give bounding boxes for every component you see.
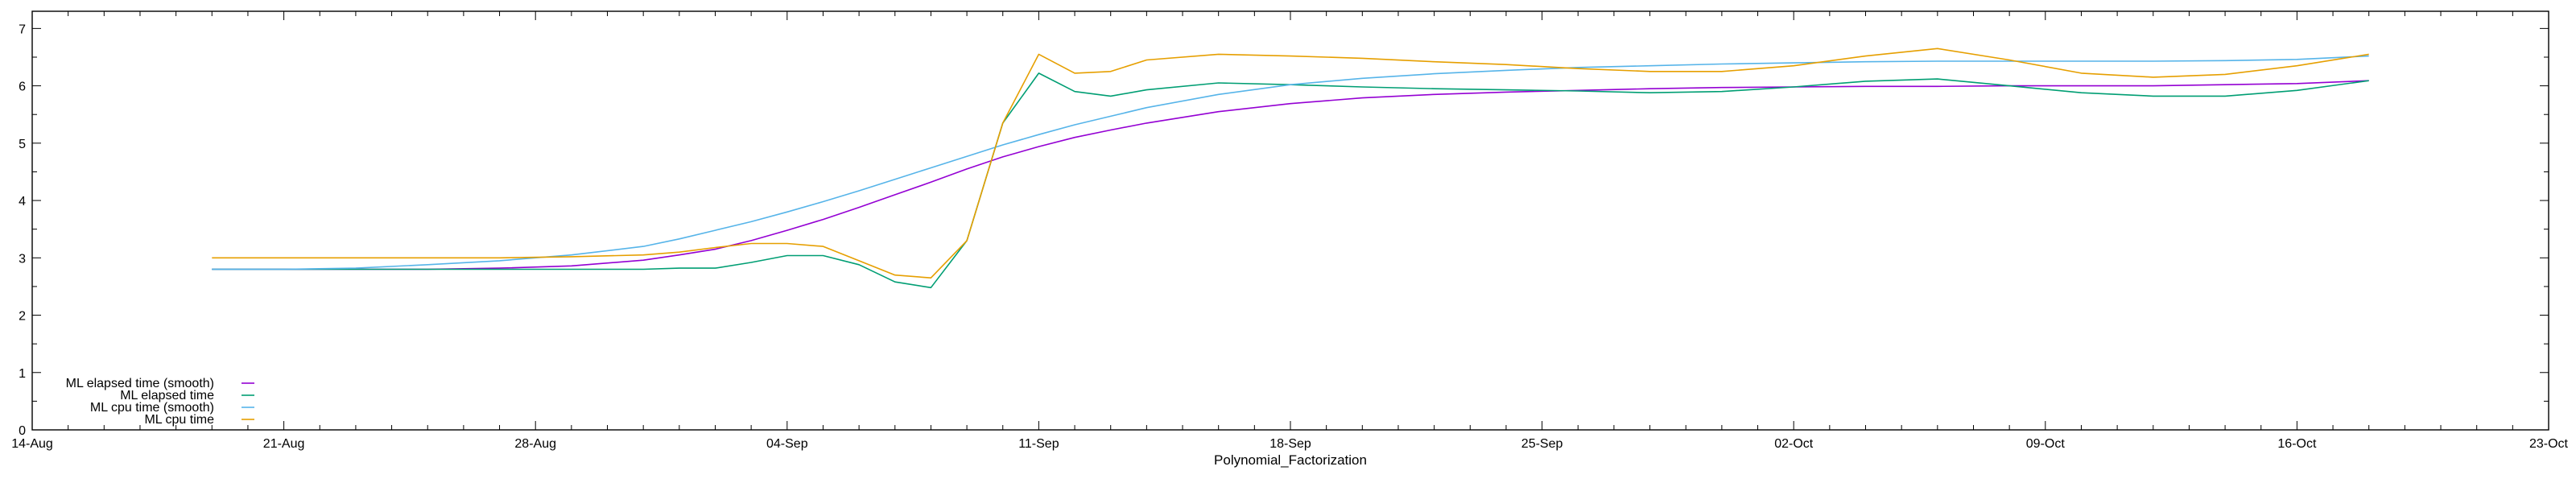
y-tick-label: 5 <box>19 138 26 151</box>
legend-entry-label: ML cpu time <box>144 413 214 427</box>
axis-ticks <box>31 11 2549 431</box>
y-tick-label: 1 <box>19 367 26 381</box>
legend-entry-label: ML elapsed time (smooth) <box>66 377 214 390</box>
legend-entry-label: ML elapsed time <box>120 389 214 402</box>
y-tick-label: 0 <box>19 424 26 438</box>
y-tick-label: 2 <box>19 310 26 324</box>
x-tick-label: 16-Oct <box>2277 437 2317 451</box>
y-tick-label: 7 <box>19 23 26 36</box>
series-line-1 <box>212 80 2369 270</box>
series-line-4 <box>212 47 2369 279</box>
x-tick-label: 09-Oct <box>2026 437 2066 451</box>
x-tick-label: 21-Aug <box>263 437 305 451</box>
y-tick-label: 4 <box>19 195 26 208</box>
x-tick-label: 23-Oct <box>2529 437 2569 451</box>
x-tick-label: 14-Aug <box>11 437 53 451</box>
series-lines <box>212 47 2369 289</box>
x-tick-label: 11-Sep <box>1018 437 1059 451</box>
y-axis-tick-labels: 0 1 2 3 4 5 6 7 <box>19 23 26 438</box>
legend-entry-label: ML cpu time (smooth) <box>90 401 214 415</box>
x-tick-label: 18-Sep <box>1269 437 1311 451</box>
x-tick-label: 04-Sep <box>766 437 808 451</box>
y-tick-label: 6 <box>19 80 26 94</box>
x-axis-tick-labels: 14-Aug 21-Aug 28-Aug 04-Sep 11-Sep 18-Sep 25-S… <box>11 437 2568 451</box>
legend: ML elapsed time (smooth)ML elapsed timeM… <box>66 377 254 427</box>
x-tick-label: 28-Aug <box>514 437 556 451</box>
x-tick-label: 25-Sep <box>1521 437 1563 451</box>
series-line-3 <box>212 55 2369 270</box>
y-tick-label: 3 <box>19 252 26 266</box>
x-axis-title: Polynomial_Factorization <box>1214 452 1367 468</box>
x-tick-label: 02-Oct <box>1774 437 1814 451</box>
plot-area <box>31 10 2549 431</box>
series-line-2 <box>212 72 2369 289</box>
